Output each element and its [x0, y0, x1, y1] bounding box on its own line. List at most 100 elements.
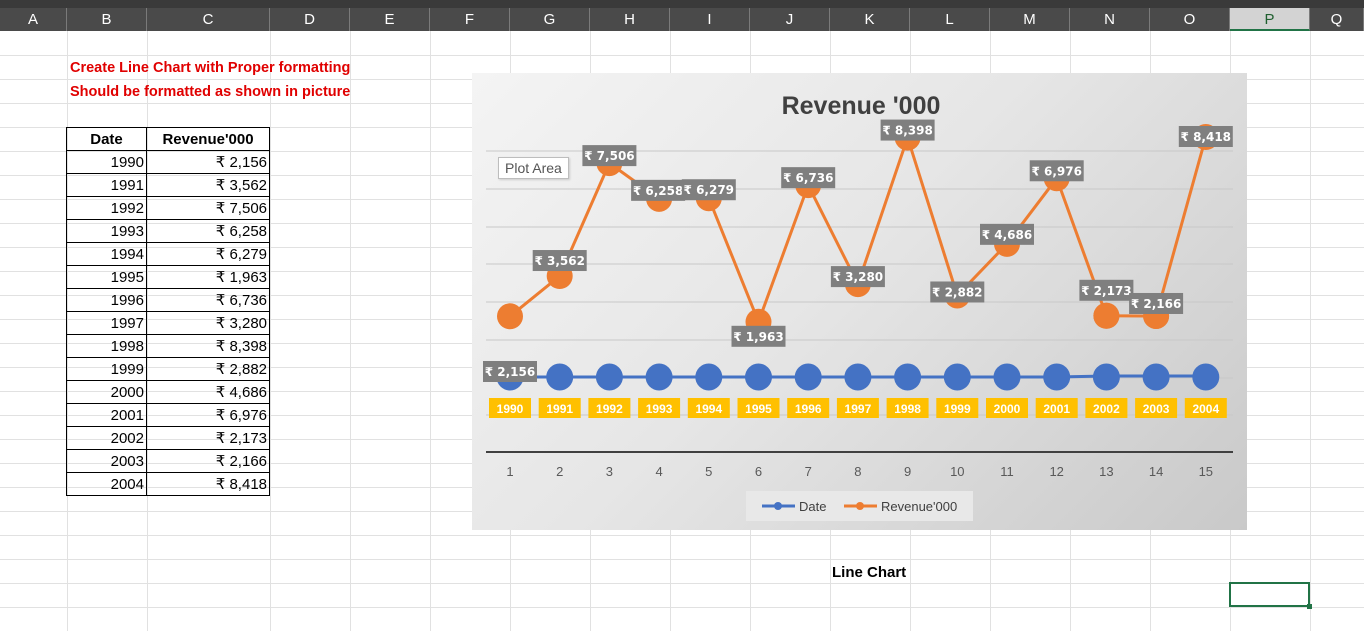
- date-data-label: 1993: [646, 402, 673, 416]
- cell-date[interactable]: 1999: [66, 357, 147, 381]
- cell-date[interactable]: 1991: [66, 173, 147, 197]
- revenue-label-bg: [781, 167, 836, 189]
- date-label-bg: [836, 398, 879, 418]
- x-tick-label: 11: [1000, 464, 1014, 479]
- date-point: [695, 363, 723, 391]
- plot-area-tooltip: Plot Area: [498, 157, 569, 179]
- cell-revenue[interactable]: ₹ 2,166: [146, 449, 270, 473]
- date-point: [844, 363, 872, 391]
- cell-date[interactable]: 1990: [66, 150, 147, 174]
- table-row: 2001 ₹ 6,976: [66, 403, 270, 427]
- cell-date[interactable]: 1996: [66, 288, 147, 312]
- column-header-i[interactable]: I: [670, 8, 750, 31]
- cell-revenue[interactable]: ₹ 6,976: [146, 403, 270, 427]
- date-label-bg: [687, 398, 730, 418]
- legend-label-date: Date: [799, 499, 826, 514]
- x-tick-label: 1: [506, 464, 513, 479]
- cell-revenue[interactable]: ₹ 8,418: [146, 472, 270, 496]
- cell-date[interactable]: 1995: [66, 265, 147, 289]
- grid-hline: [0, 535, 1364, 536]
- cell-date[interactable]: 2002: [66, 426, 147, 450]
- cell-date[interactable]: 2000: [66, 380, 147, 404]
- instruction-note-1: Create Line Chart with Proper formatting: [70, 60, 351, 76]
- revenue-data-label: ₹ 2,156: [485, 365, 535, 379]
- column-header-b[interactable]: B: [67, 8, 147, 31]
- cell-revenue[interactable]: ₹ 6,258: [146, 219, 270, 243]
- cell-revenue[interactable]: ₹ 6,279: [146, 242, 270, 266]
- header-revenue[interactable]: Revenue'000: [146, 127, 270, 151]
- line-chart[interactable]: Revenue '000 1990 1991 1992 1993 1994 1995 1996…: [472, 73, 1247, 530]
- date-data-label: 1997: [845, 402, 872, 416]
- column-header-d[interactable]: D: [270, 8, 350, 31]
- cell-revenue[interactable]: ₹ 8,398: [146, 334, 270, 358]
- column-header-a[interactable]: A: [0, 8, 67, 31]
- grid-vline: [350, 31, 351, 631]
- table-row: 2000 ₹ 4,686: [66, 380, 270, 404]
- cell-revenue[interactable]: ₹ 4,686: [146, 380, 270, 404]
- cell-revenue[interactable]: ₹ 6,736: [146, 288, 270, 312]
- column-header-f[interactable]: F: [430, 8, 510, 31]
- x-tick-label: 2: [556, 464, 563, 479]
- x-tick-label: 6: [755, 464, 762, 479]
- revenue-label-bg: [930, 281, 985, 303]
- column-header-g[interactable]: G: [510, 8, 590, 31]
- cell-revenue[interactable]: ₹ 2,882: [146, 357, 270, 381]
- column-header-m[interactable]: M: [990, 8, 1070, 31]
- cell-revenue[interactable]: ₹ 2,173: [146, 426, 270, 450]
- date-label-bg: [986, 398, 1028, 418]
- date-data-label: 1999: [944, 402, 971, 416]
- x-tick-label: 8: [854, 464, 861, 479]
- cell-date[interactable]: 1993: [66, 219, 147, 243]
- column-header-l[interactable]: L: [910, 8, 990, 31]
- selected-cell[interactable]: [1229, 582, 1312, 609]
- x-tick-label: 14: [1149, 464, 1163, 479]
- cell-date[interactable]: 1998: [66, 334, 147, 358]
- cell-revenue[interactable]: ₹ 3,280: [146, 311, 270, 335]
- cell-revenue[interactable]: ₹ 2,156: [146, 150, 270, 174]
- cell-revenue[interactable]: ₹ 1,963: [146, 265, 270, 289]
- revenue-data-label: ₹ 1,963: [733, 330, 783, 344]
- date-point: [1192, 363, 1220, 391]
- header-date[interactable]: Date: [66, 127, 147, 151]
- chart-title: Revenue '000: [782, 92, 941, 120]
- column-header-q[interactable]: Q: [1310, 8, 1364, 31]
- grid-vline: [270, 31, 271, 631]
- ribbon-edge: [0, 0, 1364, 8]
- cell-date[interactable]: 2003: [66, 449, 147, 473]
- date-label-bg: [538, 398, 581, 418]
- revenue-label-bg: [980, 223, 1034, 245]
- column-header-j[interactable]: J: [750, 8, 830, 31]
- date-point: [943, 363, 971, 391]
- cell-date[interactable]: 1997: [66, 311, 147, 335]
- cell-revenue[interactable]: ₹ 7,506: [146, 196, 270, 220]
- table-row: 1994 ₹ 6,279: [66, 242, 270, 266]
- revenue-label-bg: [483, 361, 537, 382]
- column-header-k[interactable]: K: [830, 8, 910, 31]
- legend-marker-revenue: [856, 502, 864, 510]
- x-tick-label: 12: [1049, 464, 1063, 479]
- revenue-label-bg: [532, 250, 587, 272]
- column-header-n[interactable]: N: [1070, 8, 1150, 31]
- column-header-p[interactable]: P: [1230, 8, 1310, 31]
- column-header-o[interactable]: O: [1150, 8, 1230, 31]
- cell-revenue[interactable]: ₹ 3,562: [146, 173, 270, 197]
- cell-date[interactable]: 1992: [66, 196, 147, 220]
- date-data-label: 2004: [1192, 402, 1219, 416]
- column-header-h[interactable]: H: [590, 8, 670, 31]
- revenue-data-label: ₹ 2,173: [1081, 284, 1131, 298]
- revenue-data-label: ₹ 3,562: [534, 254, 584, 268]
- table-row: 1997 ₹ 3,280: [66, 311, 270, 335]
- table-row: 1993 ₹ 6,258: [66, 219, 270, 243]
- chart-svg: Revenue '000 1990 1991 1992 1993 1994 1995 1996…: [483, 92, 1233, 521]
- cell-date[interactable]: 1994: [66, 242, 147, 266]
- revenue-label-bg: [681, 179, 736, 201]
- revenue-data-label: ₹ 6,736: [783, 171, 833, 185]
- cell-date[interactable]: 2001: [66, 403, 147, 427]
- column-header-e[interactable]: E: [350, 8, 430, 31]
- table-row: 1999 ₹ 2,882: [66, 357, 270, 381]
- date-label-bg: [737, 398, 780, 418]
- column-header-c[interactable]: C: [147, 8, 270, 31]
- revenue-data-label: ₹ 8,418: [1181, 130, 1231, 144]
- date-data-label: 1992: [596, 402, 623, 416]
- cell-date[interactable]: 2004: [66, 472, 147, 496]
